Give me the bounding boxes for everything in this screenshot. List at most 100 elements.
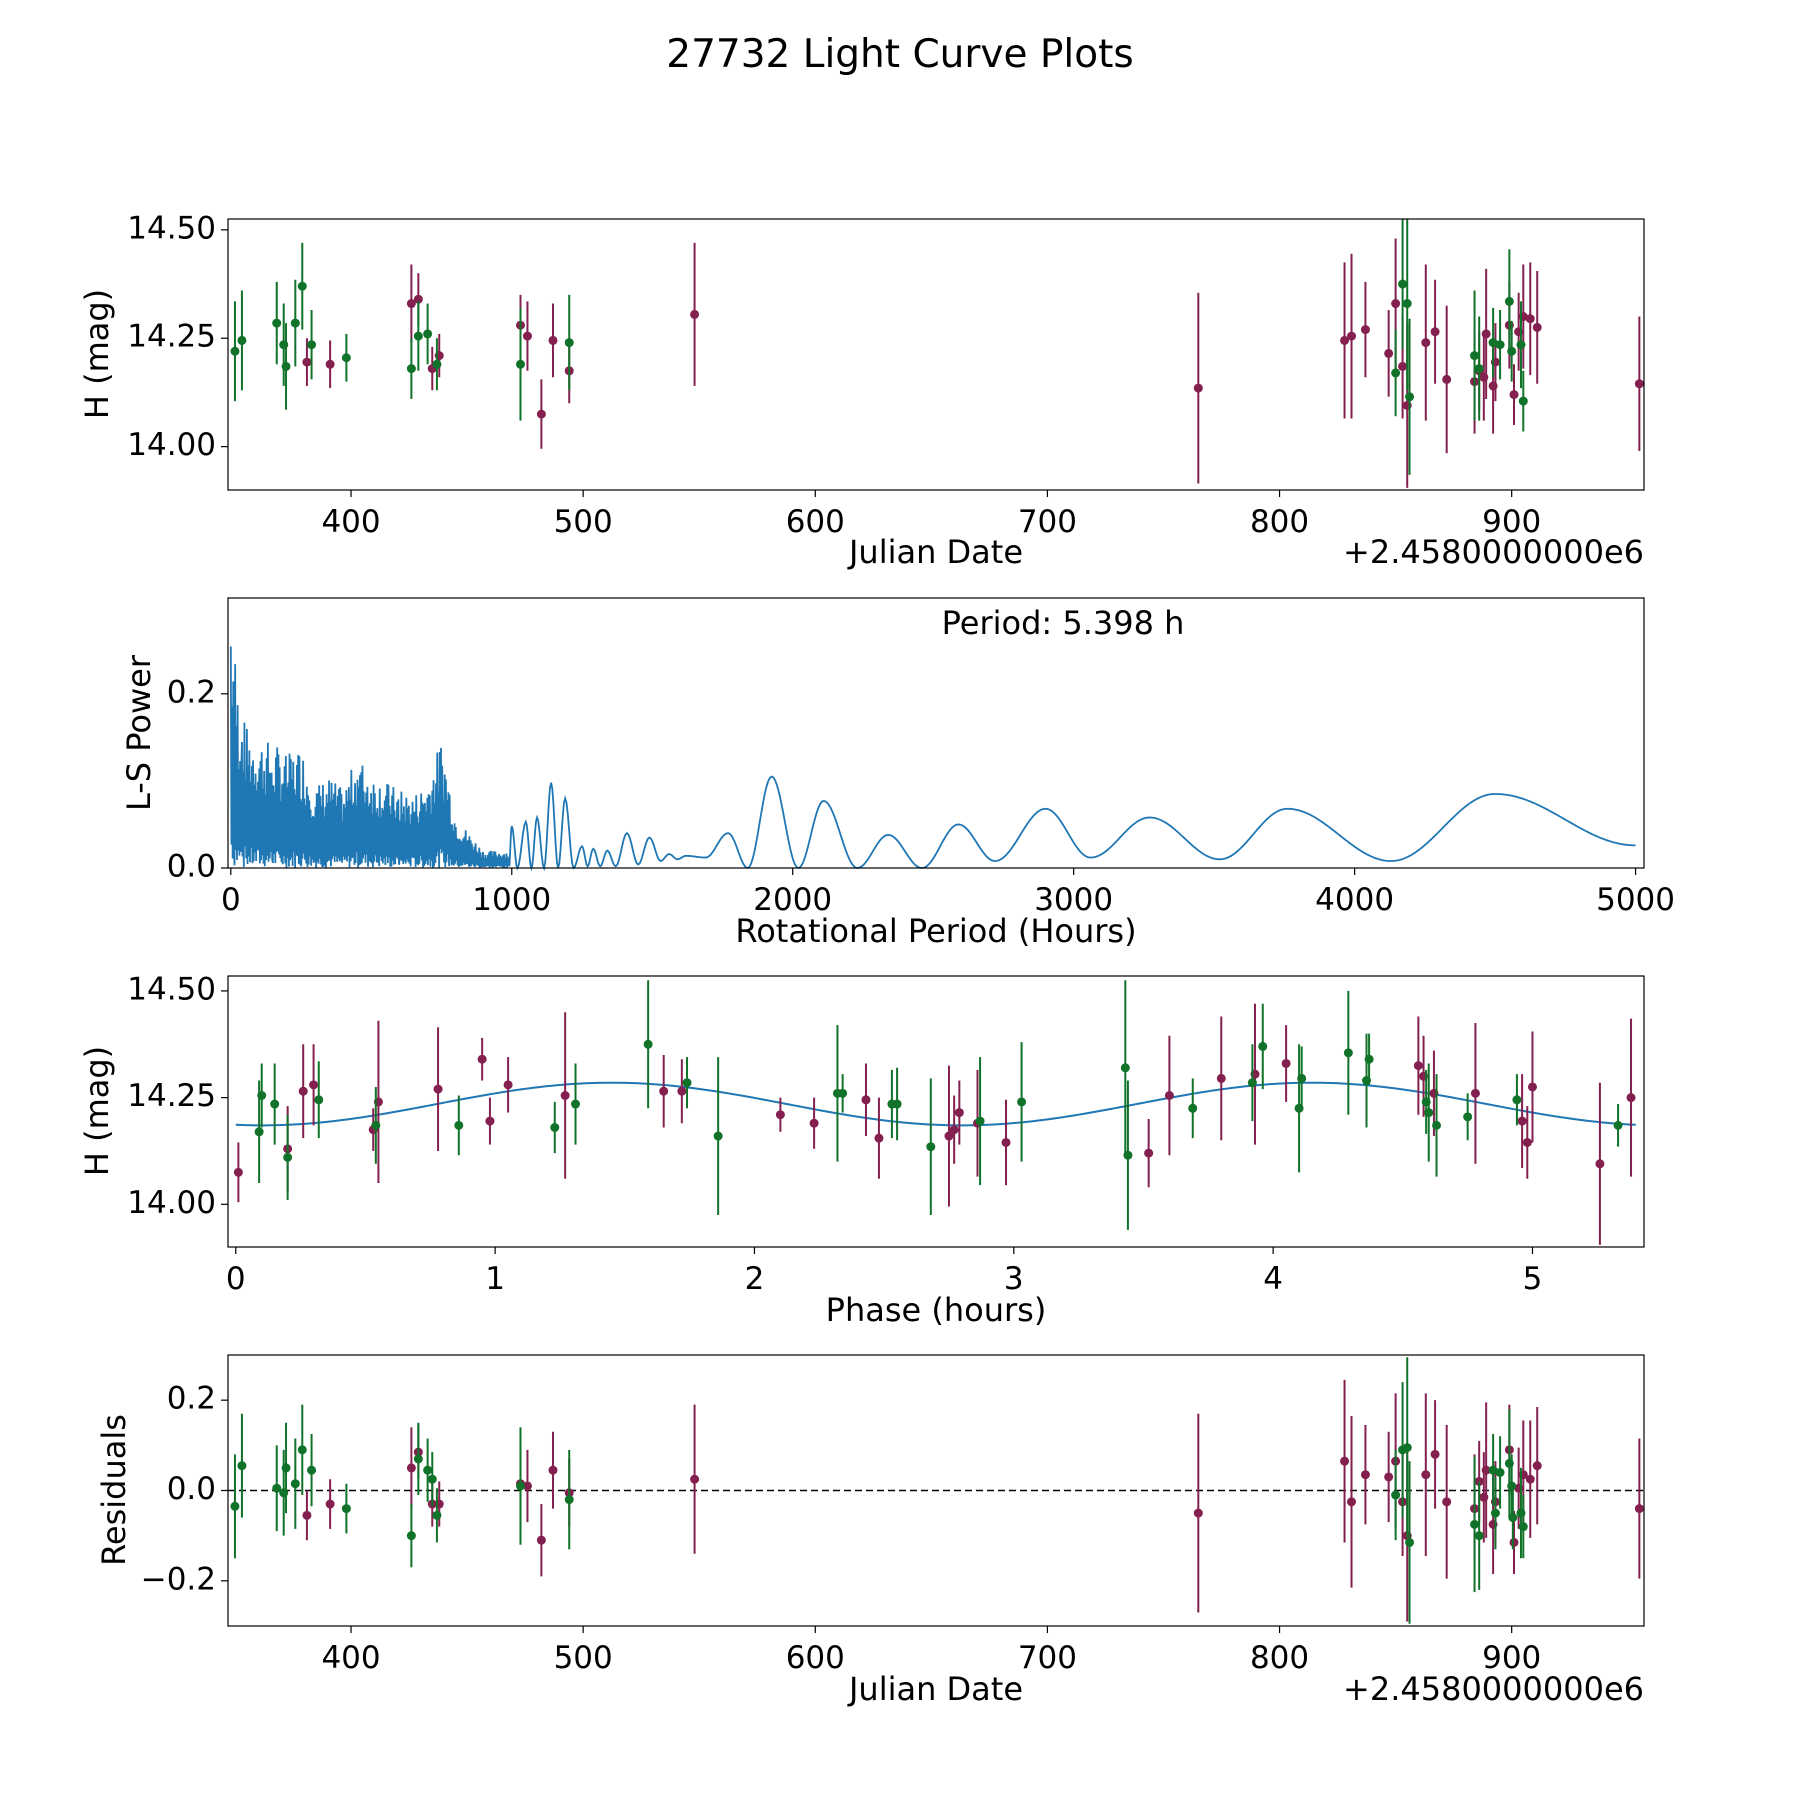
phased-curve-point <box>1144 1148 1154 1158</box>
light-curve-panel: 400 500 600 700 800 900 14.00 14.25 14.50 Julian… <box>78 210 1645 571</box>
model-curve <box>235 1081 1636 1127</box>
residuals-point <box>406 1463 416 1473</box>
residuals-point <box>302 1510 312 1520</box>
residuals-point <box>230 1501 240 1511</box>
periodogram-plot-frame <box>227 597 1645 869</box>
periodogram-y-tick-label: 0.2 <box>167 674 216 710</box>
residuals-point <box>1532 1461 1542 1471</box>
phased-curve-point <box>257 1090 267 1100</box>
light-curve-y-tick-label: 14.00 <box>127 427 216 463</box>
phased-curve-point <box>371 1120 381 1130</box>
light-curve-point <box>237 335 247 345</box>
residuals-point <box>1391 1490 1401 1500</box>
residuals-point <box>1442 1497 1452 1507</box>
light-curve-point <box>1474 364 1484 374</box>
residuals-x-tick-label: 600 <box>786 1640 845 1676</box>
light-curve-point <box>1442 374 1452 384</box>
light-curve-point <box>690 309 700 319</box>
light-curve-point <box>1384 348 1394 358</box>
phased-curve-point <box>1613 1120 1623 1130</box>
residuals-point <box>1402 1443 1412 1453</box>
phased-curve-plot-frame <box>227 975 1645 1248</box>
light-curve-point <box>272 318 282 328</box>
light-curve-ticks: 400 500 600 700 800 900 14.00 14.25 14.50 <box>127 210 1541 540</box>
light-curve-point <box>413 331 423 341</box>
phased-curve-point <box>560 1090 570 1100</box>
phased-curve-point <box>713 1131 723 1141</box>
phased-curve-ticks: 0 1 2 3 4 5 14.00 14.25 14.50 <box>127 971 1542 1297</box>
residuals-point <box>690 1474 700 1484</box>
periodogram-x-tick-label: 4000 <box>1315 882 1394 918</box>
periodogram-y-label: L-S Power <box>120 654 158 811</box>
phased-curve-point <box>1364 1054 1374 1064</box>
light-curve-x-tick-label: 700 <box>1018 504 1077 540</box>
residuals-panel: 400 500 600 700 800 900 −0.2 0.0 0.2 Julian Date… <box>95 1354 1645 1708</box>
residuals-point <box>522 1481 532 1491</box>
residuals-point <box>432 1510 442 1520</box>
phased-curve-point <box>1595 1159 1605 1169</box>
phased-curve-point <box>643 1039 653 1049</box>
phased-curve-point <box>944 1131 954 1141</box>
phased-curve-point <box>254 1127 264 1137</box>
residuals-point <box>536 1535 546 1545</box>
phased-curve-x-tick-label: 2 <box>745 1261 765 1297</box>
light-curve-marks <box>230 219 1644 488</box>
residuals-x-tick-label: 800 <box>1250 1640 1309 1676</box>
phased-curve-point <box>283 1152 293 1162</box>
phased-curve-y-tick-label: 14.50 <box>127 971 216 1007</box>
phased-curve-point <box>892 1099 902 1109</box>
residuals-offset-label: +2.4580000000e6 <box>1343 1670 1644 1708</box>
residuals-point <box>237 1461 247 1471</box>
residuals-point <box>1470 1519 1480 1529</box>
light-curve-point <box>1504 296 1514 306</box>
light-curve-point <box>406 364 416 374</box>
residuals-y-tick-label: −0.2 <box>141 1561 216 1597</box>
light-curve-point <box>1507 346 1517 356</box>
phased-curve-point <box>1343 1048 1353 1058</box>
residuals-y-tick-label: 0.0 <box>167 1471 216 1507</box>
phased-curve-point <box>1123 1150 1133 1160</box>
light-curve-point <box>1532 322 1542 332</box>
phased-curve-point <box>309 1080 319 1090</box>
residuals-point <box>515 1481 525 1491</box>
phased-curve-point <box>550 1123 560 1133</box>
phased-curve-point <box>1463 1112 1473 1122</box>
phased-curve-point <box>975 1116 985 1126</box>
residuals-marks <box>228 1357 1644 1624</box>
residuals-point <box>1495 1467 1505 1477</box>
light-curve-y-tick-label: 14.25 <box>127 319 216 355</box>
light-curve-x-tick-label: 800 <box>1250 504 1309 540</box>
light-curve-point <box>1398 279 1408 289</box>
periodogram-x-label: Rotational Period (Hours) <box>735 912 1136 950</box>
phased-curve-x-tick-label: 5 <box>1523 1261 1543 1297</box>
residuals-x-tick-label: 400 <box>321 1640 380 1676</box>
light-curve-point <box>1360 325 1370 335</box>
phased-curve-point <box>682 1078 692 1088</box>
light-curve-point <box>1634 379 1644 389</box>
light-curve-point <box>1391 299 1401 309</box>
phased-curve-marks <box>233 980 1636 1245</box>
phased-curve-point <box>1120 1063 1130 1073</box>
residuals-point <box>325 1499 335 1509</box>
light-curve-point <box>307 340 317 350</box>
phased-curve-point <box>503 1080 513 1090</box>
periodogram-x-tick-label: 0 <box>221 882 241 918</box>
light-curve-point <box>297 281 307 291</box>
phased-curve-point <box>1188 1103 1198 1113</box>
residuals-point <box>1507 1481 1517 1491</box>
phased-curve-point <box>1626 1093 1636 1103</box>
phased-curve-point <box>1164 1090 1174 1100</box>
light-curve-point <box>290 318 300 328</box>
residuals-x-tick-label: 500 <box>554 1640 613 1676</box>
periodogram-line <box>229 646 1636 872</box>
period-annotation: Period: 5.398 h <box>942 604 1185 642</box>
phased-curve-point <box>1470 1088 1480 1098</box>
light-curve-point <box>1495 340 1505 350</box>
phased-curve-y-tick-label: 14.25 <box>127 1078 216 1114</box>
phased-curve-point <box>1281 1058 1291 1068</box>
light-curve-point <box>1340 335 1350 345</box>
light-curve-offset-label: +2.4580000000e6 <box>1343 533 1644 571</box>
residuals-point <box>281 1463 291 1473</box>
light-curve-point <box>413 294 423 304</box>
